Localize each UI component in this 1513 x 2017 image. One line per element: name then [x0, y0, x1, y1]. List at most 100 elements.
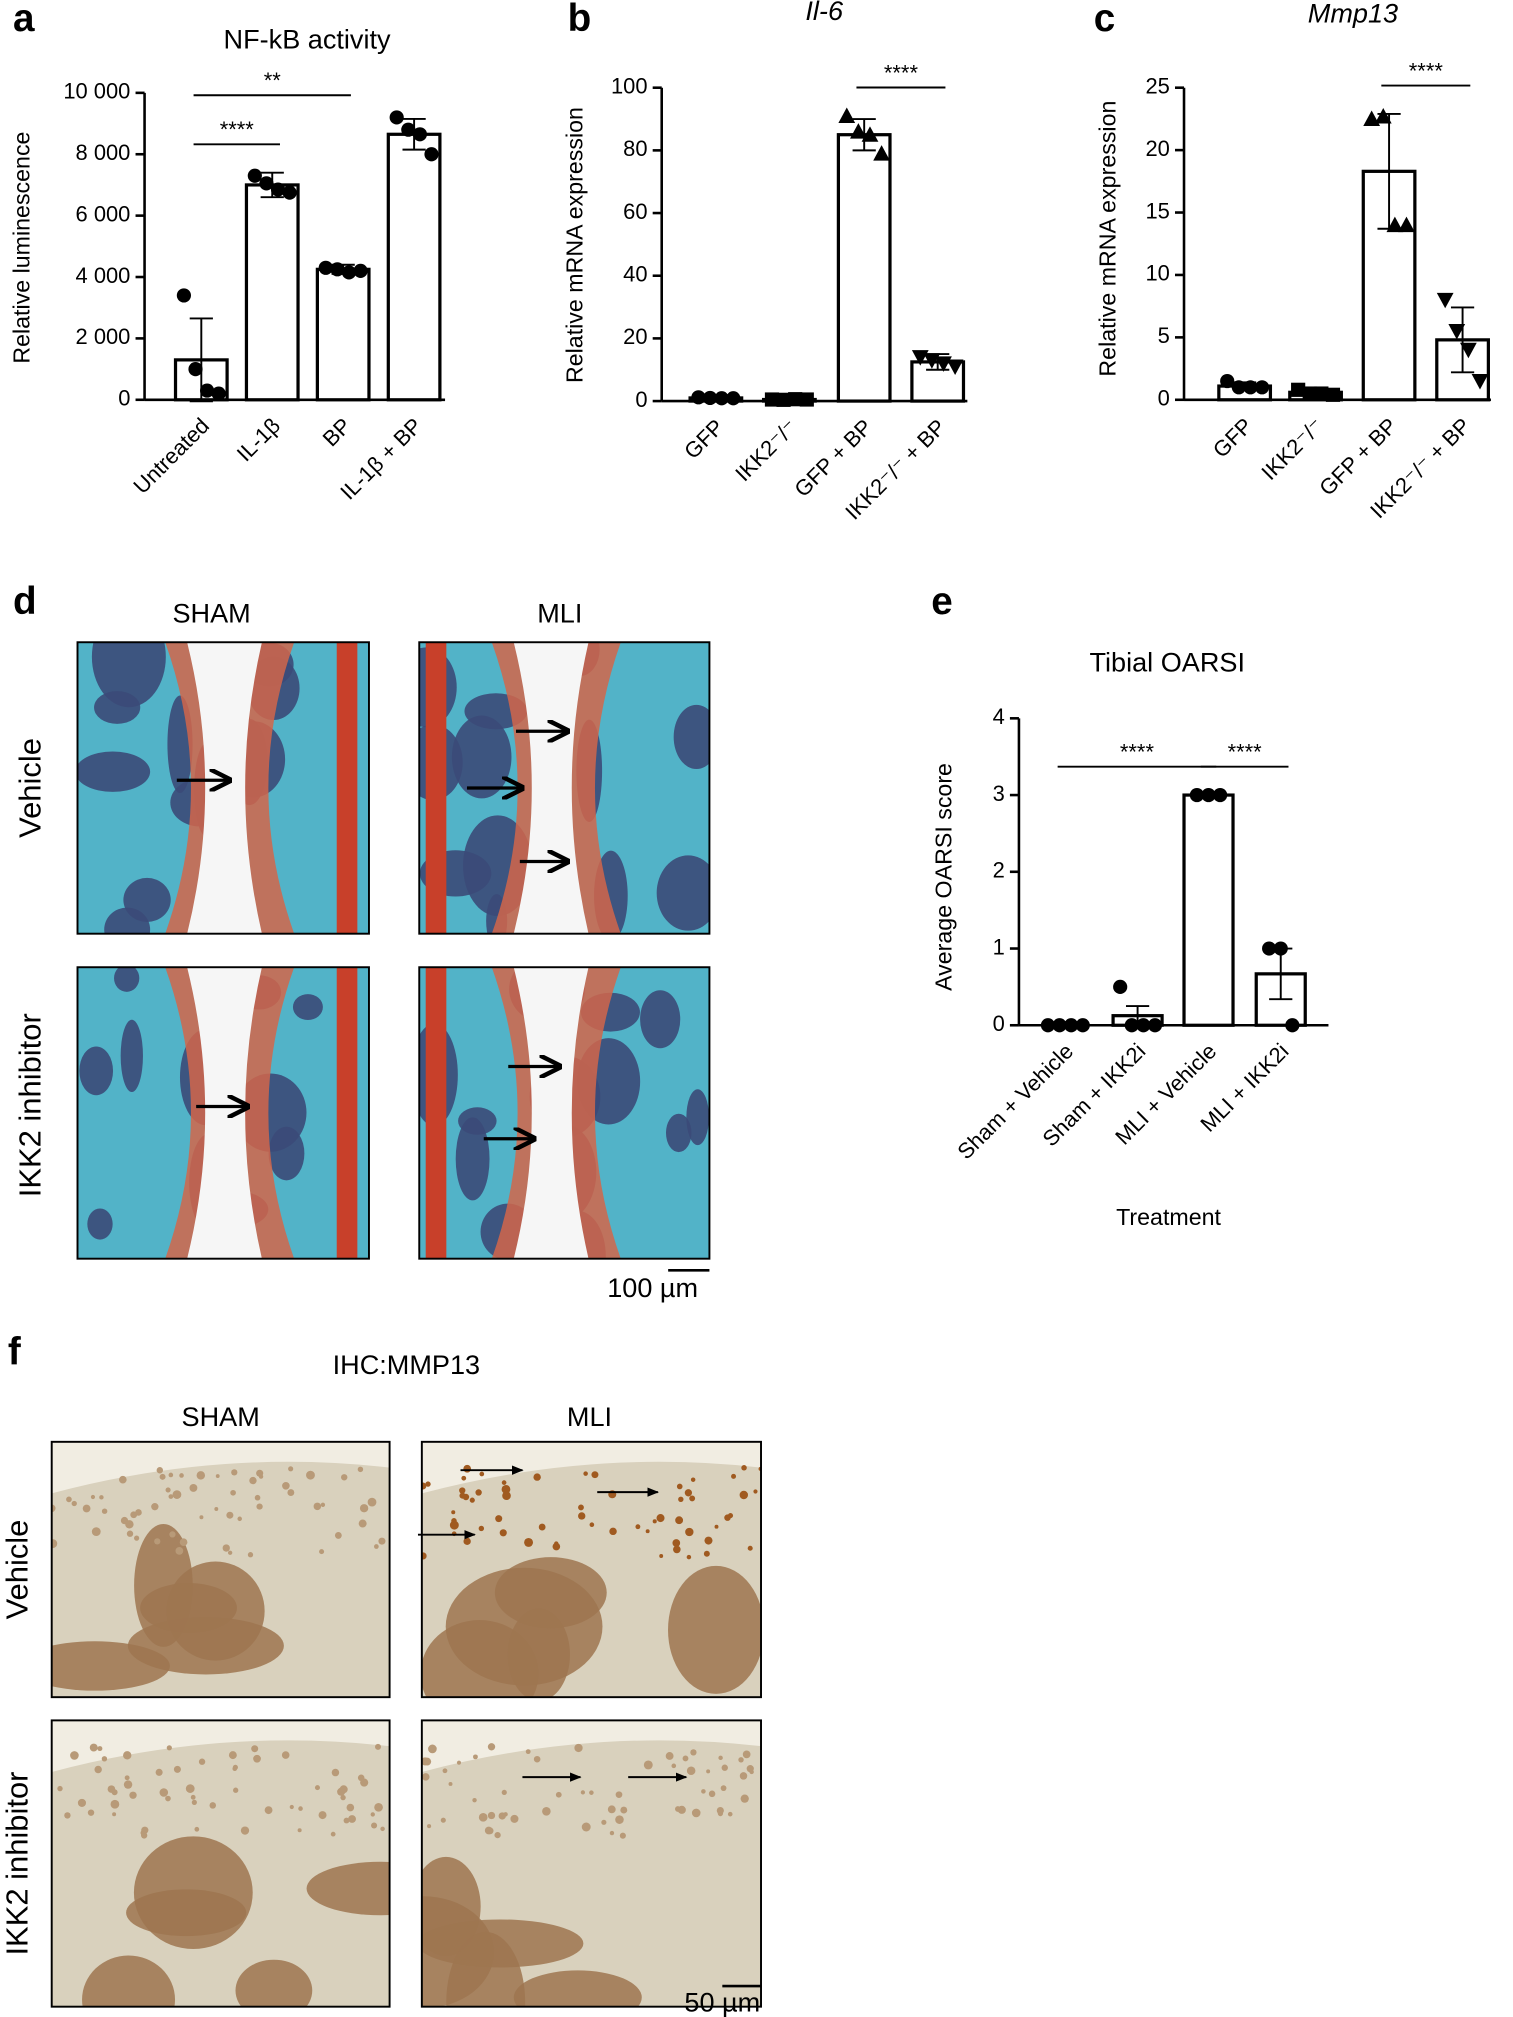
y-tick-label: 5: [1158, 323, 1170, 348]
cell: [230, 1489, 236, 1496]
data-point: [1386, 216, 1404, 233]
cell: [232, 1766, 238, 1772]
cell: [77, 1798, 87, 1807]
data-point: [282, 185, 297, 200]
cell: [689, 1495, 696, 1502]
y-tick-label: 60: [623, 199, 647, 224]
data-point: [270, 182, 286, 197]
cell: [589, 1522, 595, 1528]
cell: [525, 1749, 531, 1755]
data-point: [424, 147, 439, 162]
chart-title: Tibial OARSI: [1090, 646, 1246, 677]
border: [76, 641, 370, 935]
cell: [343, 1817, 350, 1824]
y-tick-label: 0: [635, 387, 647, 412]
cell: [740, 1794, 749, 1803]
cell: [615, 1815, 624, 1824]
cell: [281, 1751, 290, 1759]
data-point: [330, 262, 345, 277]
cell: [256, 1503, 263, 1510]
marrow: [79, 1046, 114, 1096]
bar: [315, 267, 371, 402]
cell: [87, 1809, 95, 1816]
cell: [240, 1826, 250, 1835]
cell: [112, 1812, 117, 1817]
cell: [359, 1504, 369, 1513]
cell: [231, 1469, 238, 1476]
data-point: [838, 107, 856, 123]
column-label: SHAM: [182, 1401, 260, 1432]
cell: [237, 1516, 242, 1522]
cell: [665, 1752, 674, 1760]
cell: [456, 1760, 462, 1765]
row-label: IKK2 inhibitor: [13, 1013, 48, 1197]
cell: [718, 1755, 723, 1761]
data-point: [200, 383, 215, 398]
y-tick-label: 2: [993, 858, 1005, 883]
y-tick-label: 10: [1145, 261, 1169, 286]
cell: [739, 1490, 749, 1500]
cell: [746, 1765, 754, 1773]
cell: [656, 1514, 665, 1523]
cell: [615, 1791, 623, 1799]
cell: [341, 1474, 348, 1481]
cell: [140, 1832, 148, 1839]
cell: [172, 1490, 182, 1499]
cell: [179, 1473, 184, 1478]
surface: [51, 1720, 390, 1772]
cell: [448, 1781, 453, 1786]
cell: [451, 1510, 456, 1515]
marrow: [451, 715, 512, 799]
data-point: [1374, 108, 1392, 124]
surface: [421, 1441, 762, 1494]
marrow: [494, 1557, 607, 1629]
marrow: [306, 1861, 390, 1916]
y-tick-label: 4 000: [76, 263, 131, 288]
data-point: [1064, 1018, 1079, 1033]
cell: [473, 1754, 478, 1760]
cell: [215, 1474, 220, 1478]
cell: [179, 1538, 188, 1547]
y-tick-label: 20: [1145, 136, 1169, 161]
cell: [340, 1794, 346, 1801]
column-label: MLI: [567, 1401, 612, 1432]
cell: [421, 1552, 427, 1560]
data-point: [714, 391, 729, 406]
y-tick-label: 2 000: [76, 324, 131, 349]
cell: [371, 1822, 378, 1829]
x-tick-label: IL-1β: [232, 413, 285, 466]
cell: [533, 1473, 541, 1481]
cell: [421, 1757, 430, 1766]
cell: [253, 1754, 261, 1763]
cell: [264, 1806, 273, 1815]
cell: [169, 1531, 176, 1538]
cell: [686, 1766, 696, 1776]
panel-letter: f: [8, 1330, 21, 1373]
cell: [70, 1751, 79, 1760]
data-point: [1471, 373, 1489, 390]
cell: [501, 1480, 507, 1485]
cell: [82, 1504, 91, 1513]
cell: [330, 1831, 336, 1837]
data-point: [412, 127, 427, 142]
cell: [643, 1760, 653, 1770]
data-point: [861, 126, 879, 142]
histology: [50, 641, 762, 2008]
x-tick-label: IKK2⁻/⁻: [730, 414, 802, 486]
cell: [251, 1745, 259, 1753]
cell: [580, 1790, 586, 1795]
cell: [478, 1525, 485, 1532]
panel-letter: e: [931, 580, 953, 623]
cell: [66, 1496, 72, 1503]
cell: [463, 1464, 472, 1473]
cell: [196, 1471, 206, 1480]
cell: [731, 1473, 737, 1479]
error-bar: [1450, 306, 1475, 374]
cell: [425, 1481, 431, 1487]
growth-plate: [336, 967, 358, 1259]
x-tick-label: GFP: [679, 414, 729, 464]
cell: [601, 1819, 607, 1825]
cell: [289, 1804, 294, 1810]
scale-label: 100 µm: [607, 1272, 698, 1303]
